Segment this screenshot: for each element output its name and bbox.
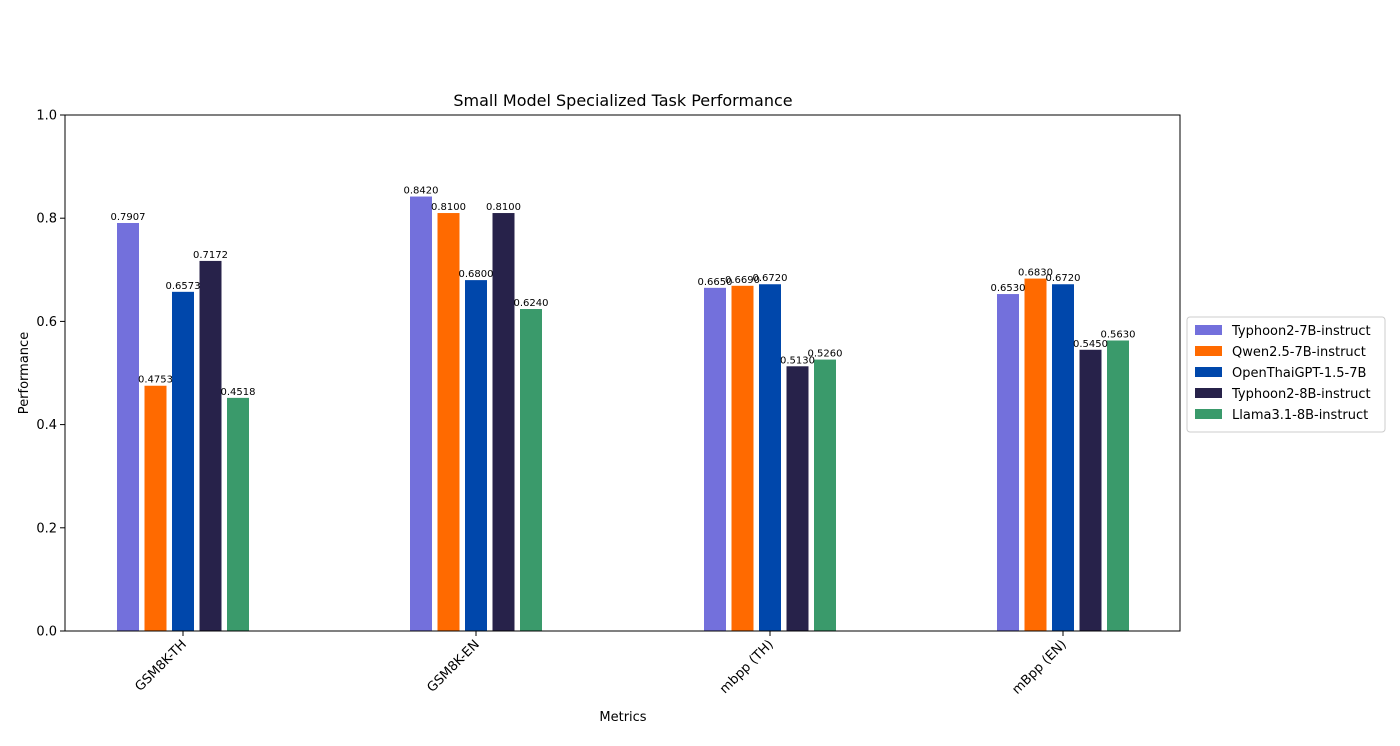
bar-value-label: 0.7907 <box>111 212 146 223</box>
bar-value-label: 0.4753 <box>138 375 173 386</box>
bar <box>117 222 139 632</box>
bar-value-label: 0.6830 <box>1018 268 1053 279</box>
legend-entry: OpenThaiGPT-1.5-7B <box>1232 366 1366 381</box>
bar-value-label: 0.6720 <box>1046 273 1081 284</box>
bar-value-label: 0.6800 <box>459 269 494 280</box>
x-tick-label: GSM8K-EN <box>424 637 482 695</box>
legend-entry: Typhoon2-7B-instruct <box>1231 324 1371 339</box>
bar <box>520 309 542 631</box>
bar <box>731 285 754 631</box>
plot-frame <box>64 114 1181 632</box>
bar-value-label: 0.5450 <box>1073 339 1108 350</box>
bar <box>172 291 194 631</box>
chart-title: Small Model Specialized Task Performance <box>453 91 792 110</box>
bar-value-label: 0.4518 <box>221 387 256 398</box>
bar-value-label: 0.6240 <box>514 298 549 309</box>
y-axis-label: Performance <box>17 332 32 414</box>
legend-entry: Llama3.1-8B-instruct <box>1232 408 1368 423</box>
legend: Typhoon2-7B-instruct Qwen2.5-7B-instruct O… <box>1186 316 1386 433</box>
x-axis-label: Metrics <box>599 710 646 725</box>
legend-swatch <box>1195 409 1222 419</box>
bar-value-label: 0.8100 <box>486 202 521 213</box>
bar-value-label: 0.5130 <box>780 355 815 366</box>
y-tick-label: 0.0 <box>36 625 57 640</box>
bar-value-label: 0.5260 <box>808 349 843 360</box>
legend-entry: Typhoon2-8B-instruct <box>1231 387 1371 402</box>
bar-value-label: 0.8100 <box>431 202 466 213</box>
x-tick-label: mbpp (TH) <box>717 637 777 697</box>
bar <box>759 284 781 631</box>
bar-value-label: 0.6650 <box>698 277 733 288</box>
y-tick-label: 0.6 <box>36 315 57 330</box>
bar <box>786 366 809 631</box>
legend-swatch <box>1195 346 1222 356</box>
bar-value-label: 0.6530 <box>991 283 1026 294</box>
y-tick-label: 0.8 <box>36 212 57 227</box>
y-tick-label: 1.0 <box>36 109 57 124</box>
legend-frame <box>1186 316 1386 433</box>
bar-value-label: 0.8420 <box>404 186 439 197</box>
legend-swatch <box>1195 325 1222 335</box>
bar <box>410 196 432 631</box>
bar-value-label: 0.6573 <box>166 281 201 292</box>
bar <box>227 397 249 631</box>
bar <box>437 213 460 632</box>
legend-swatch <box>1195 388 1222 398</box>
bar-value-label: 0.5630 <box>1101 329 1136 340</box>
legend-entry: Qwen2.5-7B-instruct <box>1232 345 1366 360</box>
x-tick-label: mBpp (EN) <box>1010 637 1070 697</box>
bar-value-label: 0.6690 <box>725 275 760 286</box>
bar-value-label: 0.6720 <box>753 273 788 284</box>
bar <box>1024 278 1047 631</box>
bar <box>199 260 222 631</box>
bar <box>814 359 836 631</box>
legend-swatch <box>1195 367 1222 377</box>
bar-value-label: 0.7172 <box>193 250 228 261</box>
bar <box>1107 340 1129 631</box>
bar <box>492 213 515 632</box>
y-tick-label: 0.4 <box>36 418 57 433</box>
x-tick-label: GSM8K-TH <box>132 637 189 694</box>
bar <box>465 280 487 631</box>
bar <box>1052 284 1074 631</box>
bar <box>144 385 167 631</box>
y-tick-label: 0.2 <box>36 521 57 536</box>
bar <box>704 287 726 631</box>
bar <box>1079 349 1102 631</box>
bar <box>997 294 1019 631</box>
